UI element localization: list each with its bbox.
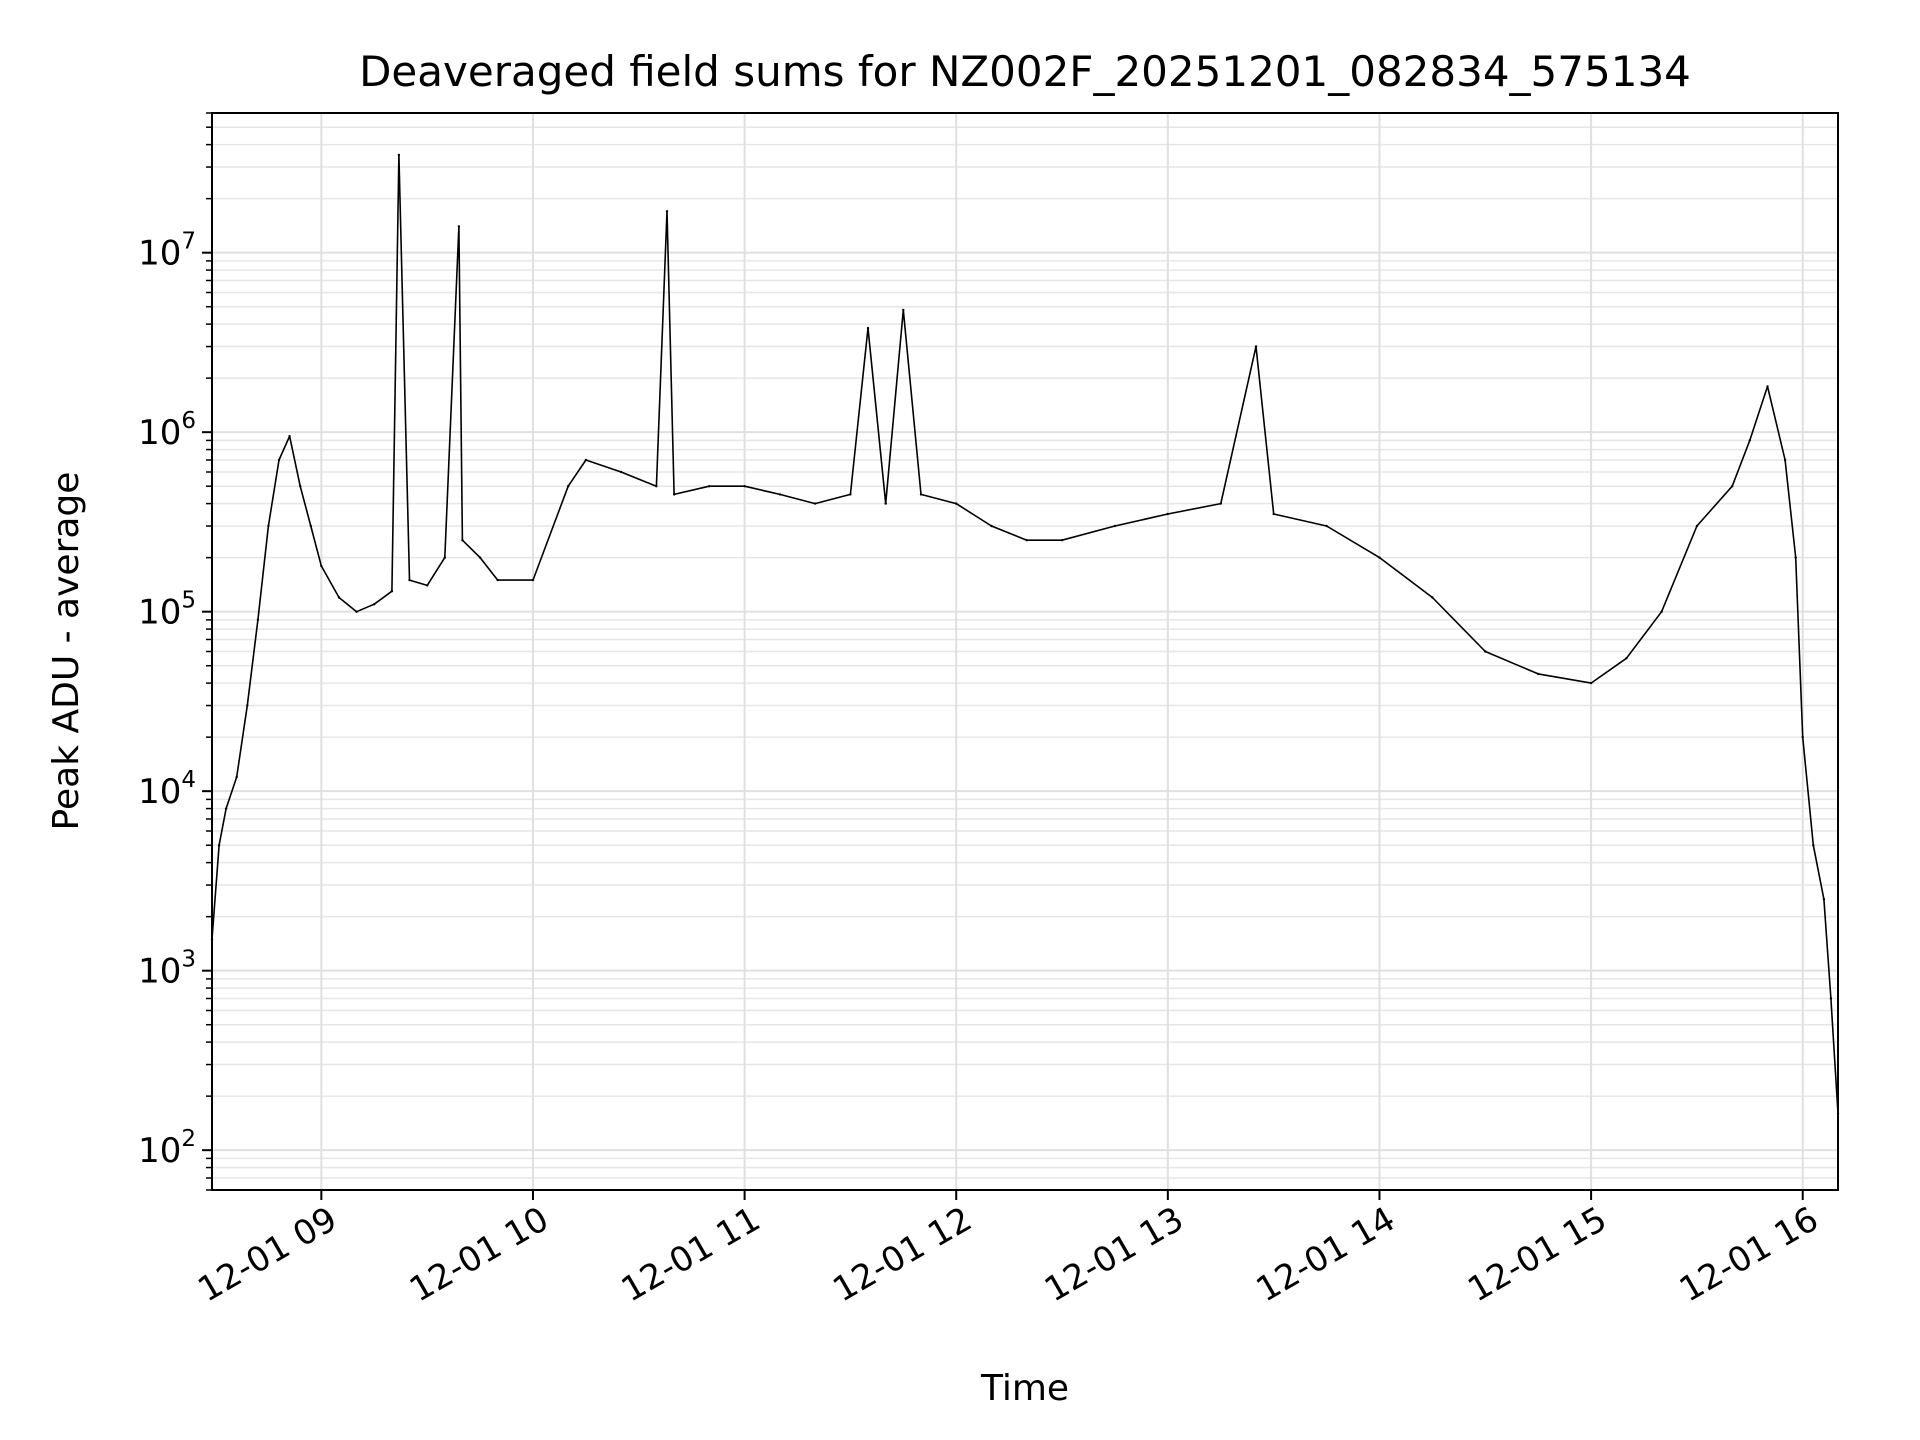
- x-axis-label: Time: [980, 1368, 1069, 1409]
- data-point: [619, 470, 623, 474]
- data-point: [1731, 485, 1734, 488]
- y-axis-label: Peak ADU - average: [46, 472, 87, 831]
- y-tick-label: 105: [138, 588, 196, 633]
- data-point: [1766, 385, 1769, 388]
- data-point: [1625, 657, 1628, 660]
- y-tick-label-exponent: 6: [181, 408, 196, 434]
- data-point: [866, 326, 870, 330]
- data-point: [1378, 556, 1381, 559]
- data-point: [1272, 512, 1275, 516]
- data-point: [1695, 524, 1699, 528]
- series-layer: [210, 153, 1840, 1115]
- y-tick-label-exponent: 3: [181, 947, 196, 973]
- data-point: [1219, 502, 1223, 505]
- data-point: [1783, 458, 1787, 462]
- y-tick-label: 107: [138, 229, 196, 274]
- data-point: [277, 458, 281, 462]
- data-point: [1484, 650, 1487, 653]
- data-point: [1254, 345, 1258, 348]
- y-tick-label-base: 10: [138, 234, 181, 274]
- data-point: [531, 578, 535, 582]
- data-point: [1822, 898, 1826, 901]
- y-tick-label-exponent: 2: [181, 1126, 196, 1152]
- data-point: [849, 493, 852, 496]
- data-point: [217, 844, 221, 847]
- data-point: [813, 502, 817, 505]
- y-tick-label: 104: [138, 767, 196, 812]
- data-point: [1748, 439, 1752, 442]
- data-point: [743, 485, 746, 488]
- y-tick-label-base: 10: [138, 952, 181, 992]
- data-point: [990, 524, 993, 528]
- data-point: [457, 225, 461, 228]
- data-point: [884, 502, 887, 505]
- data-point: [1060, 539, 1064, 542]
- data-point: [1794, 556, 1797, 559]
- plot-frame: [211, 112, 1839, 1191]
- y-tick-label-exponent: 5: [181, 588, 196, 614]
- data-point: [778, 493, 782, 496]
- data-point: [655, 485, 658, 488]
- data-point: [309, 524, 312, 528]
- data-point: [496, 578, 499, 582]
- y-tick-label-base: 10: [138, 413, 181, 453]
- data-point: [443, 556, 446, 559]
- data-point: [1537, 672, 1540, 676]
- y-tick-label: 106: [138, 408, 196, 453]
- data-point: [584, 458, 588, 462]
- data-point: [1166, 512, 1170, 516]
- data-point: [299, 485, 302, 488]
- data-point: [246, 704, 249, 707]
- data-point: [355, 610, 358, 613]
- grid: [212, 112, 1838, 1191]
- data-point: [390, 590, 394, 593]
- data-point: [955, 502, 958, 505]
- y-tick-label-exponent: 7: [181, 229, 196, 255]
- data-point: [256, 618, 260, 622]
- y-tick-label-exponent: 4: [181, 767, 196, 793]
- data-point: [373, 603, 376, 606]
- y-tick-label: 102: [138, 1126, 196, 1171]
- data-point: [337, 596, 341, 599]
- data-point: [1113, 524, 1117, 528]
- data-point: [665, 210, 669, 213]
- data-point: [267, 524, 270, 528]
- data-point: [1829, 997, 1833, 1000]
- data-point: [902, 308, 905, 312]
- data-point: [567, 485, 570, 488]
- data-point: [426, 584, 429, 587]
- data-point: [919, 493, 923, 496]
- data-point: [235, 775, 238, 779]
- data-point: [408, 578, 411, 582]
- y-tick-label: 103: [138, 947, 196, 992]
- data-point: [1812, 844, 1815, 847]
- data-point: [1025, 539, 1029, 542]
- data-point: [1325, 524, 1328, 528]
- data-point: [397, 153, 401, 157]
- data-point: [461, 539, 464, 542]
- chart-title: Deaveraged field sums for NZ002F_2025120…: [359, 47, 1691, 96]
- data-point: [1801, 735, 1804, 739]
- data-point: [1589, 681, 1593, 685]
- series-line: [211, 154, 1839, 1114]
- data-point: [708, 485, 711, 488]
- data-point: [1660, 610, 1663, 613]
- data-point: [320, 564, 323, 568]
- data-point: [224, 807, 228, 810]
- y-tick-label-base: 10: [138, 772, 181, 812]
- data-point: [288, 435, 291, 438]
- y-tick-label-base: 10: [138, 593, 181, 633]
- y-tick-label-base: 10: [138, 1131, 181, 1171]
- data-point: [672, 493, 676, 496]
- data-point: [1431, 596, 1434, 599]
- data-point: [478, 556, 482, 559]
